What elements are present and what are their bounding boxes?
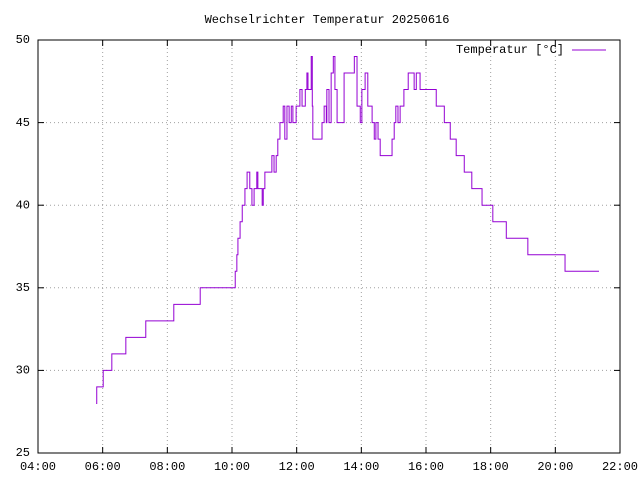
x-tick-label: 04:00 [20,460,56,474]
legend-label: Temperatur [°C] [456,43,564,57]
x-tick-label: 14:00 [343,460,379,474]
x-tick-label: 08:00 [149,460,185,474]
y-tick-label: 45 [16,116,30,130]
y-tick-label: 35 [16,281,30,295]
x-tick-label: 12:00 [279,460,315,474]
x-tick-label: 10:00 [214,460,250,474]
y-tick-label: 50 [16,33,30,47]
chart-title: Wechselrichter Temperatur 20250616 [205,13,450,27]
y-tick-label: 30 [16,364,30,378]
x-tick-label: 16:00 [408,460,444,474]
y-tick-label: 25 [16,446,30,460]
x-tick-label: 06:00 [85,460,121,474]
x-tick-label: 22:00 [602,460,638,474]
plot-frame [37,39,621,454]
x-tick-label: 18:00 [473,460,509,474]
x-tick-label: 20:00 [537,460,573,474]
data-line [96,56,599,404]
y-tick-label: 40 [16,198,30,212]
